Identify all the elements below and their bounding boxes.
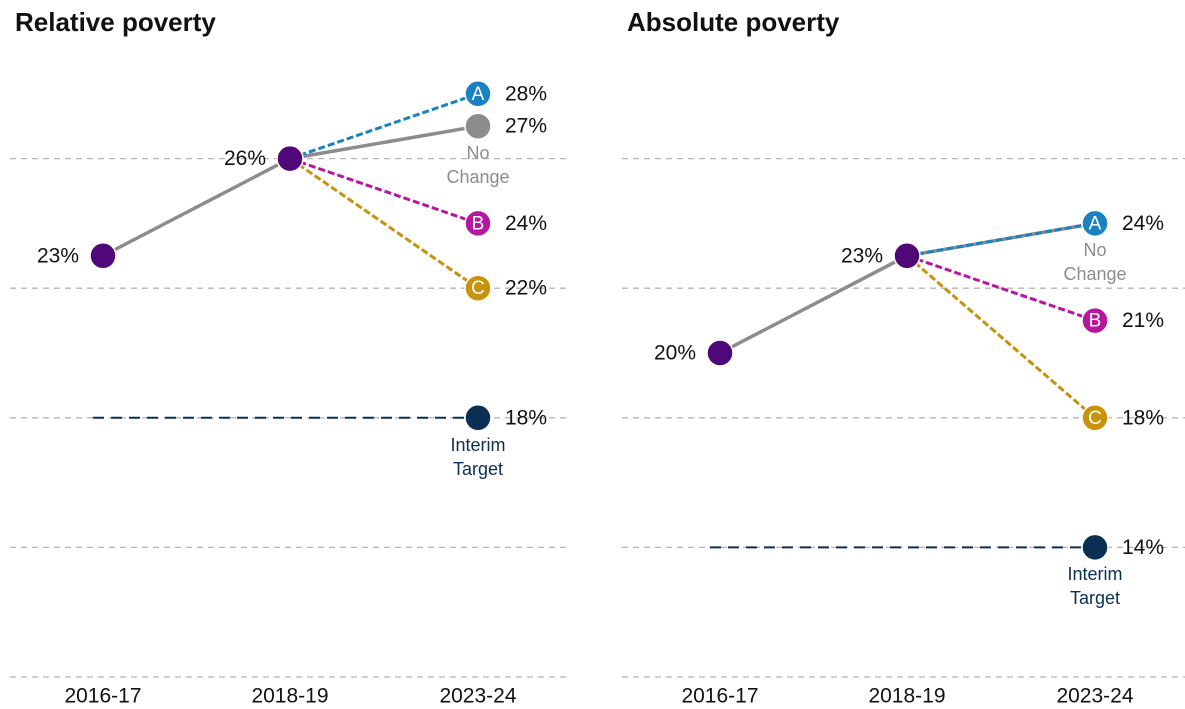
markers: 20% 23% A 24% B 21% C 18% 14% [654, 209, 1164, 562]
data-label: 20% [654, 342, 696, 365]
data-label: 18% [1122, 406, 1164, 429]
series-name: No Change [1063, 240, 1127, 285]
marker-letter: B [472, 213, 485, 234]
lines [710, 221, 1096, 549]
series-line [289, 124, 479, 161]
x-tick-label: 2018-19 [868, 685, 945, 708]
marker [893, 242, 921, 270]
x-tick-label: 2016-17 [681, 685, 758, 708]
data-label: 23% [841, 244, 883, 267]
data-label: 24% [1122, 212, 1164, 235]
marker [89, 242, 117, 270]
x-tick-label: 2018-19 [251, 685, 328, 708]
marker-letter: A [1089, 213, 1102, 234]
marker [464, 112, 492, 140]
marker [706, 339, 734, 367]
data-label: 14% [1122, 536, 1164, 559]
series-line [289, 157, 479, 290]
series-line [289, 92, 479, 161]
marker [276, 144, 304, 173]
series-line [719, 254, 908, 355]
data-label: 28% [505, 82, 547, 105]
x-tick-label: 2023-24 [439, 685, 516, 708]
series-name: No Change [446, 143, 510, 188]
data-label: 26% [224, 147, 266, 170]
x-tick-label: 2016-17 [64, 685, 141, 708]
series-line [906, 254, 1096, 323]
data-label: 27% [505, 115, 547, 138]
marker [464, 274, 492, 302]
series-line [906, 221, 1096, 258]
series-name: Interim Target [450, 434, 506, 479]
marker [1081, 404, 1109, 432]
marker-letter: B [1089, 311, 1102, 332]
series-name: Interim Target [1067, 564, 1123, 609]
marker [464, 80, 492, 108]
data-label: 24% [505, 212, 547, 235]
markers: 23% 26% 27% A 28% B 24% C 22% 18% [37, 80, 547, 432]
marker [1081, 533, 1109, 562]
marker [464, 404, 492, 432]
series-line [289, 157, 479, 225]
marker-letter: A [472, 84, 485, 105]
series-line [102, 157, 291, 258]
marker [1081, 209, 1109, 238]
panel-title: Relative poverty [15, 7, 216, 37]
marker [464, 209, 492, 238]
data-label: 21% [1122, 309, 1164, 332]
data-label: 23% [37, 244, 79, 267]
marker-letter: C [471, 278, 485, 299]
panel-title: Absolute poverty [627, 7, 840, 37]
lines [93, 92, 479, 419]
series-line [906, 254, 1096, 419]
x-tick-label: 2023-24 [1056, 685, 1133, 708]
marker-letter: C [1088, 408, 1102, 429]
marker [1081, 306, 1109, 335]
data-label: 22% [505, 277, 547, 300]
data-label: 18% [505, 406, 547, 429]
